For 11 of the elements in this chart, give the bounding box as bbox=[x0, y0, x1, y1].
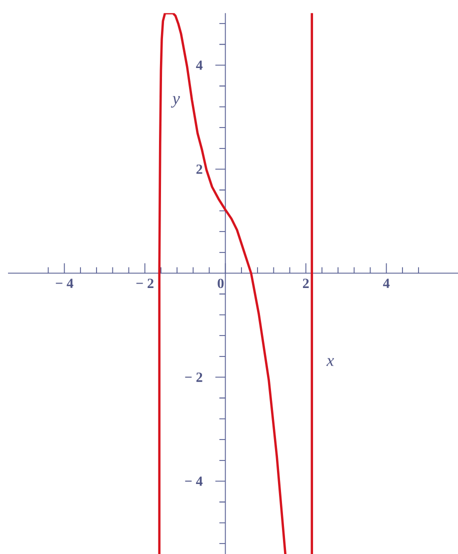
x-tick-label: 0 bbox=[218, 278, 224, 288]
y-tick-label: − 4 bbox=[185, 476, 203, 486]
x-tick-label: 4 bbox=[383, 278, 390, 288]
x-tick-label: 2 bbox=[302, 278, 309, 288]
x-tick-label: − 2 bbox=[136, 278, 154, 288]
y-tick-label: 4 bbox=[196, 60, 203, 70]
x-axis-title: x bbox=[326, 358, 334, 366]
y-axis-title: y bbox=[170, 96, 180, 108]
y-tick-label: − 2 bbox=[185, 372, 202, 382]
y-tick-label: 2 bbox=[196, 164, 202, 174]
x-tick-label: − 4 bbox=[56, 278, 74, 288]
